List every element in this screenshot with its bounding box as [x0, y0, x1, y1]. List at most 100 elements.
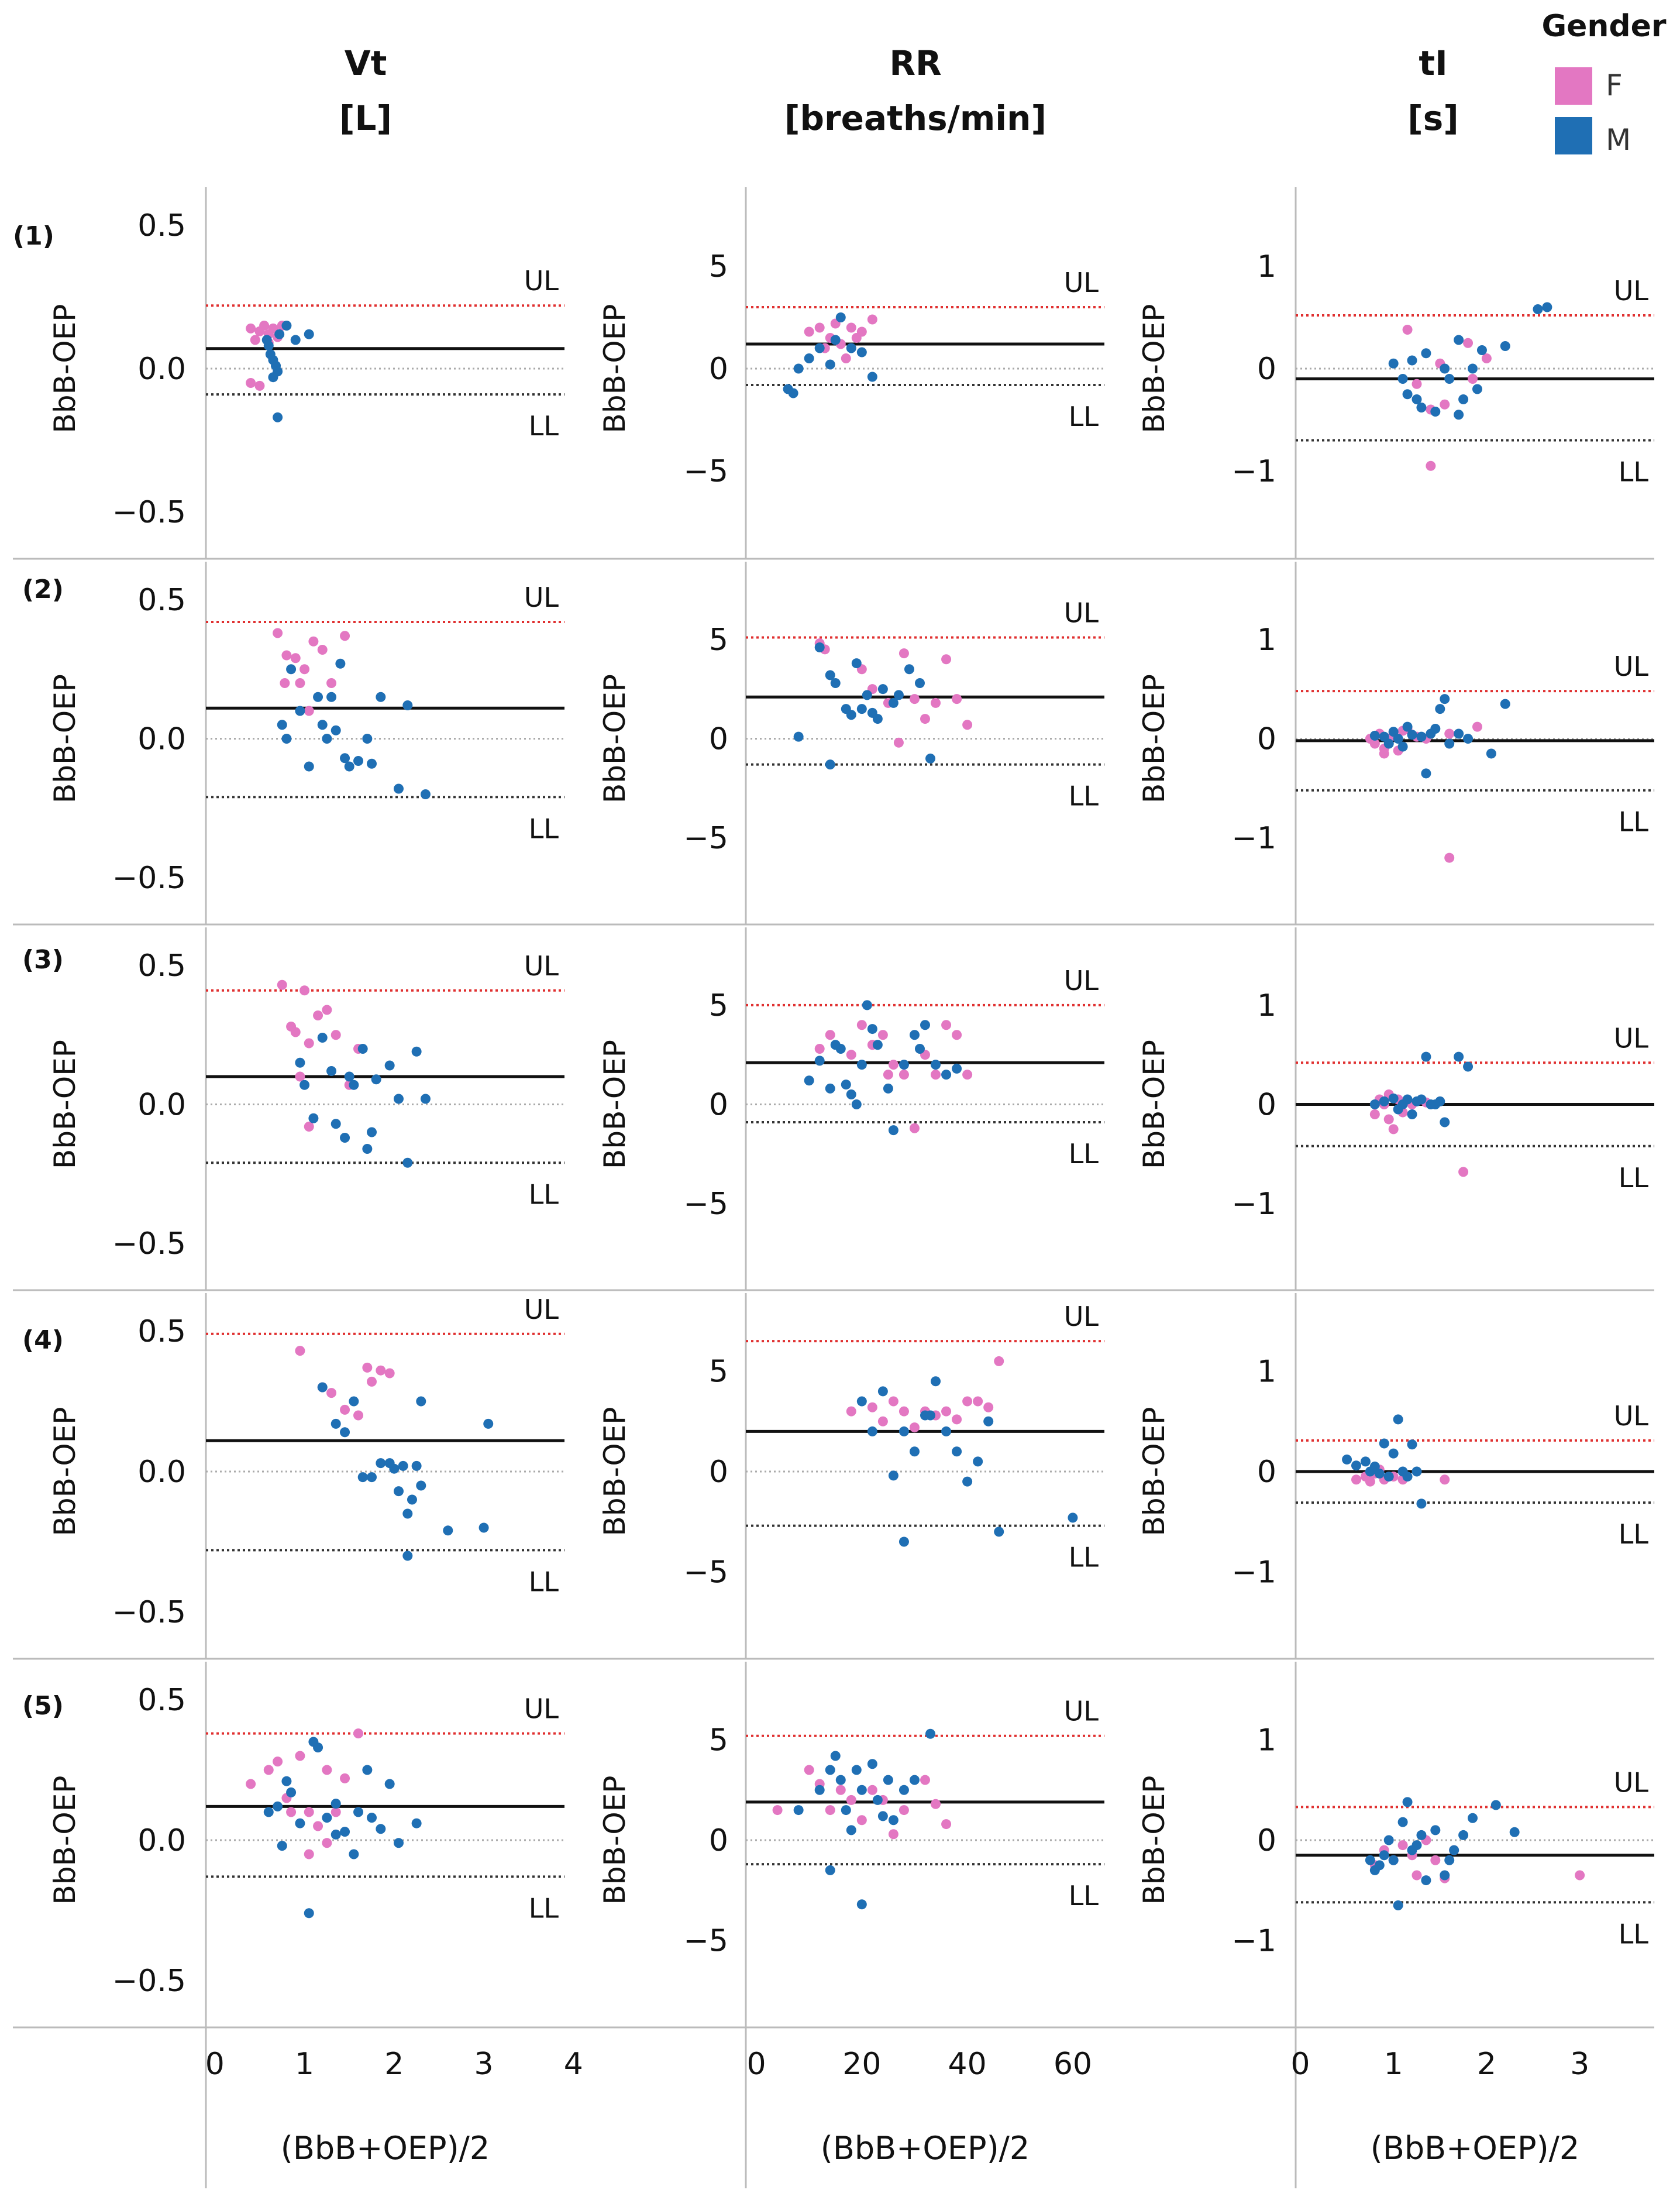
y-axis-label: BbB-OEP: [48, 674, 82, 803]
point-f: [1369, 1109, 1380, 1119]
point-m: [846, 1089, 856, 1100]
point-m: [393, 783, 404, 794]
point-m: [925, 1410, 936, 1421]
panel-0-1: 0.5 0.0 −0.5 BbB-OEP UL LL: [13, 562, 564, 926]
point-m: [1383, 1835, 1394, 1845]
y-axis-label: BbB-OEP: [598, 1040, 632, 1169]
y-tick-label: −1: [1231, 1923, 1276, 1958]
point-m: [825, 1865, 835, 1875]
point-m: [804, 353, 814, 363]
point-m: [402, 1157, 413, 1168]
point-f: [867, 1785, 877, 1795]
point-m: [1509, 1827, 1520, 1837]
point-m: [1412, 1840, 1422, 1851]
point-m: [814, 1056, 825, 1066]
y-tick-label: −1: [1231, 1187, 1276, 1222]
point-f: [1444, 728, 1455, 739]
point-f: [290, 1027, 301, 1037]
panel-2-1: 1 0 −1 BbB-OEP UL LL: [1103, 562, 1654, 926]
point-m: [353, 756, 364, 766]
point-m: [867, 1759, 877, 1769]
point-m: [407, 1494, 417, 1505]
point-m: [888, 1815, 898, 1826]
point-m: [1458, 394, 1469, 404]
point-f: [952, 1414, 962, 1425]
point-m: [1416, 1498, 1427, 1509]
point-m: [925, 1728, 936, 1739]
point-m: [349, 1080, 359, 1090]
point-f: [973, 1396, 983, 1407]
x-tick-label: 4: [564, 2047, 583, 2082]
point-m: [856, 1060, 867, 1070]
point-f: [835, 1785, 846, 1795]
point-f: [856, 1020, 867, 1030]
point-m: [1416, 1830, 1427, 1840]
point-m: [1383, 738, 1394, 749]
point-f: [1575, 1870, 1585, 1881]
point-f: [246, 323, 256, 334]
point-f: [376, 1365, 386, 1376]
point-m: [376, 1824, 386, 1834]
panel-1-4: 5 0 −5 BbB-OEP UL LL: [553, 1662, 1104, 2029]
y-axis-label: BbB-OEP: [48, 304, 82, 434]
point-m: [898, 1536, 909, 1547]
point-f: [246, 1779, 256, 1789]
point-m: [1454, 410, 1464, 420]
y-tick-label: 5: [709, 1355, 728, 1390]
point-m: [1402, 1094, 1413, 1105]
point-m: [898, 1060, 909, 1070]
point-m: [362, 734, 373, 744]
y-axis-label: BbB-OEP: [598, 1776, 632, 1905]
point-m: [331, 1799, 341, 1809]
ll-label: LL: [529, 1178, 559, 1210]
point-f: [877, 1030, 888, 1040]
point-f: [313, 1010, 323, 1020]
point-m: [867, 1024, 877, 1034]
point-f: [846, 322, 856, 333]
point-m: [793, 1805, 804, 1816]
y-tick-label: 0.5: [137, 1683, 186, 1718]
point-m: [261, 335, 272, 345]
point-m: [830, 335, 841, 345]
col-title-ti: tI: [1419, 43, 1447, 83]
point-f: [250, 335, 260, 345]
point-m: [1388, 358, 1399, 369]
point-m: [1351, 1460, 1361, 1471]
point-f: [331, 1807, 341, 1817]
point-m: [909, 1775, 920, 1785]
point-m: [1397, 741, 1408, 752]
y-tick-label: −1: [1231, 454, 1276, 489]
point-m: [825, 1765, 835, 1775]
ll-label: LL: [529, 410, 559, 442]
point-m: [793, 363, 804, 374]
y-tick-label: 0.0: [137, 722, 186, 757]
y-tick-label: −5: [683, 1555, 728, 1590]
col-title-rr: RR: [889, 43, 941, 83]
point-m: [371, 1074, 381, 1085]
point-f: [983, 1402, 994, 1412]
point-m: [393, 1838, 404, 1848]
point-m: [349, 1849, 359, 1859]
point-m: [295, 1057, 305, 1068]
point-f: [941, 654, 952, 665]
panel-0-3: 0.5 0.0 −0.5 BbB-OEP UL LL: [13, 1293, 564, 1660]
point-f: [909, 694, 920, 704]
point-f: [367, 1376, 377, 1387]
point-f: [1472, 721, 1482, 732]
point-f: [1463, 338, 1474, 348]
point-m: [1365, 1855, 1375, 1865]
point-f: [814, 1044, 825, 1054]
row-label-5: (5): [22, 1691, 64, 1721]
point-f: [898, 1805, 909, 1816]
point-m: [1454, 728, 1464, 739]
point-m: [1416, 1094, 1427, 1105]
point-f: [263, 1765, 274, 1775]
y-tick-label: 0.0: [137, 352, 186, 387]
y-tick-label: 1: [1257, 988, 1276, 1023]
y-tick-label: 5: [709, 623, 728, 658]
point-m: [1440, 1117, 1450, 1128]
point-f: [295, 678, 305, 688]
ll-label: LL: [1619, 806, 1649, 838]
point-m: [941, 1070, 952, 1080]
y-axis-label: BbB-OEP: [1137, 1776, 1171, 1905]
